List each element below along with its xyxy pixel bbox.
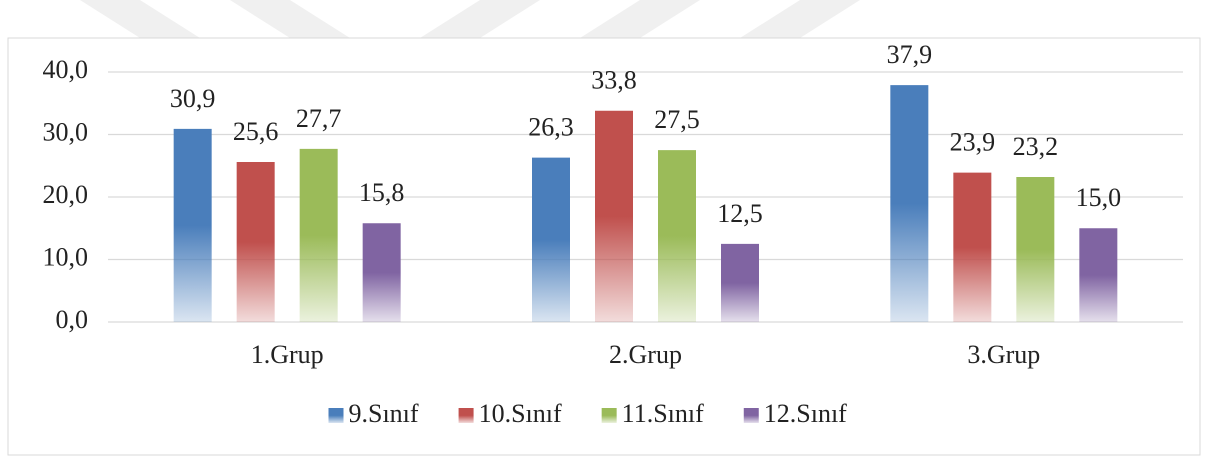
bar [595,110,633,322]
bar [1079,228,1118,322]
data-label: 27,7 [296,104,342,133]
bar [236,162,275,322]
legend-swatch [601,408,617,423]
data-label: 23,9 [950,128,996,157]
data-label: 23,2 [1013,132,1059,161]
data-label: 12,5 [717,199,763,228]
data-label: 26,3 [528,113,574,142]
y-tick-label: 20,0 [43,180,89,209]
chart-frame [7,37,1201,456]
bar [953,172,992,322]
legend-label: 9.Sınıf [349,399,419,428]
y-tick-label: 10,0 [43,242,89,271]
watermark [80,0,860,38]
legend-swatch [743,408,759,423]
data-label: 25,6 [233,117,279,146]
x-tick-label: 2.Grup [609,340,682,369]
data-label: 15,0 [1076,183,1122,212]
bar [532,157,570,322]
bar [299,148,338,322]
x-tick-label: 3.Grup [967,340,1040,369]
data-label: 33,8 [591,66,637,95]
legend-label: 10.Sınıf [479,399,562,428]
bar [658,150,696,322]
bar [173,128,212,322]
bar [890,85,929,322]
bar [721,243,759,322]
y-tick-label: 0,0 [56,305,89,334]
x-tick-label: 1.Grup [251,340,324,369]
data-label: 30,9 [170,84,216,113]
legend-label: 11.Sınıf [622,399,704,428]
legend-swatch [458,408,474,423]
bar [362,223,401,322]
data-label: 15,8 [359,178,405,207]
data-label: 27,5 [654,105,700,134]
data-label: 37,9 [887,40,933,69]
legend-label: 12.Sınıf [764,399,847,428]
bar [1016,177,1055,322]
y-tick-label: 30,0 [43,117,89,146]
legend-swatch [328,408,344,423]
y-tick-label: 40,0 [43,55,89,84]
